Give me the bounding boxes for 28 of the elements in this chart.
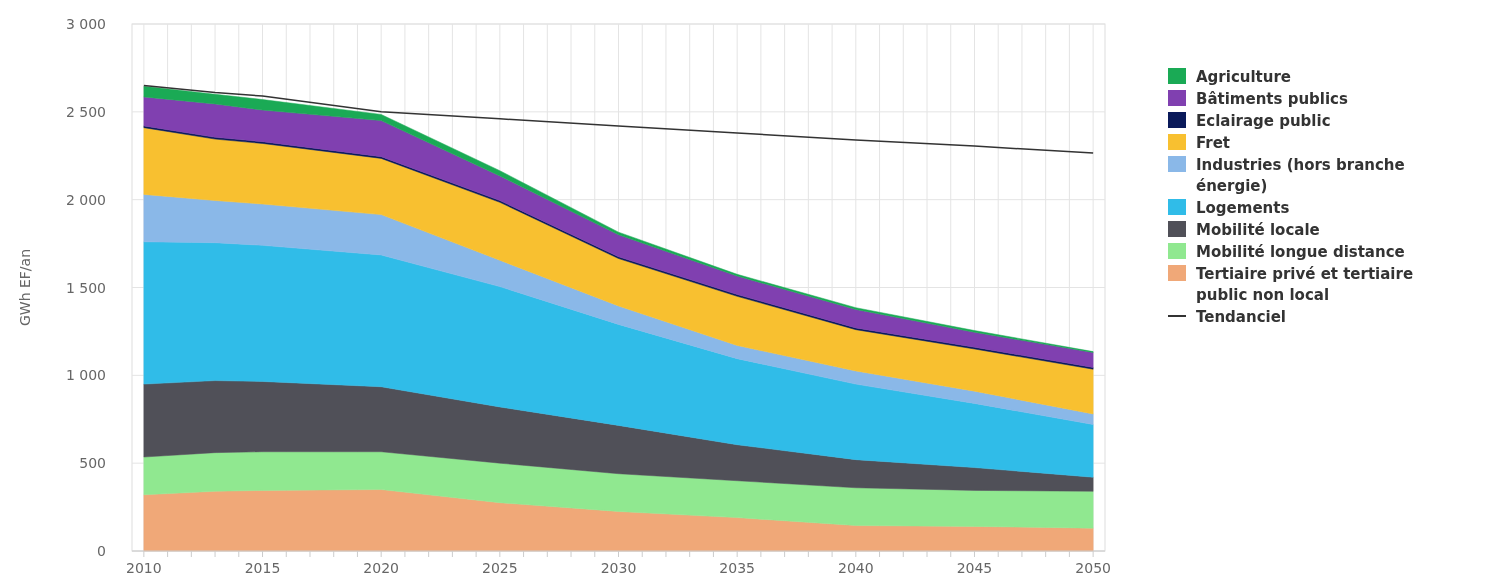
x-tick-label: 2025 [482,560,518,576]
legend-label: Bâtiments publics [1196,90,1348,108]
legend-label: Eclairage public [1196,112,1331,130]
legend-label: Tertiaire privé et tertiaire public non local [1196,265,1414,304]
y-tick-label: 500 [79,455,106,472]
legend-label: Fret [1196,134,1231,152]
legend-label: Mobilité longue distance [1196,243,1405,261]
line-series [143,84,1094,154]
y-tick-label: 3 000 [65,16,106,32]
x-tick-label: 2050 [1075,560,1111,576]
x-tick-label: 2030 [600,560,637,576]
y-tick-label: 0 [97,543,106,559]
y-tick-label: 1 500 [65,279,106,296]
x-tick-label: 2020 [363,560,399,576]
x-tick-label: 2035 [719,560,755,576]
x-tick-label: 2045 [956,560,993,576]
x-tick-label: 2040 [838,560,874,576]
legend-label: Logements [1196,199,1290,217]
x-tick-label: 2015 [244,560,281,576]
legend-label: Industries (hors branche énergie) [1196,156,1405,195]
y-axis-title: GWh EF/an [17,248,33,327]
legend-label: Tendanciel [1196,308,1286,326]
y-tick-label: 1 000 [65,367,106,384]
y-tick-label: 2 500 [65,103,106,120]
legend-label: Mobilité locale [1196,221,1320,239]
x-tick-label: 2010 [126,560,162,576]
legend-label: Agriculture [1196,68,1292,86]
y-tick-label: 2 000 [65,191,106,208]
